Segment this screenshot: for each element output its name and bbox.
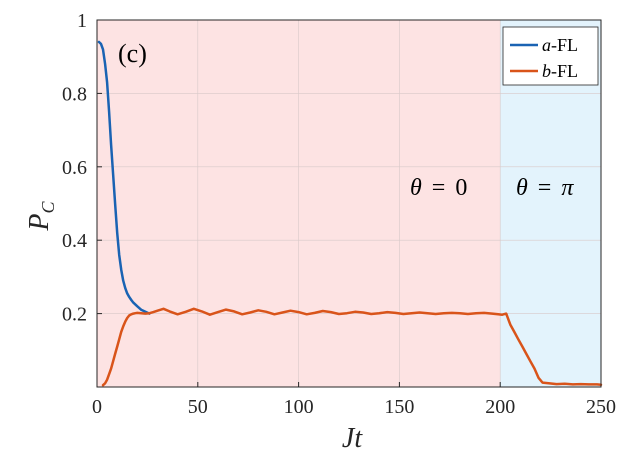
x-axis-label: Jt bbox=[342, 423, 363, 454]
region-label-theta-zero-value: 0 bbox=[455, 175, 467, 201]
x-tick-label-4: 200 bbox=[485, 396, 515, 418]
region-label-theta-pi-value: π bbox=[561, 175, 574, 201]
y-tick-label-1: 0.4 bbox=[62, 230, 87, 252]
legend-box bbox=[502, 26, 599, 86]
region-label-theta-zero-eq: = bbox=[432, 175, 446, 201]
x-tick-label-0: 0 bbox=[92, 396, 102, 418]
series-line-a-fl bbox=[97, 40, 151, 315]
y-axis-label: PC bbox=[24, 200, 58, 231]
x-tick-label-2: 100 bbox=[284, 396, 314, 418]
y-tick-label-2: 0.6 bbox=[62, 157, 87, 179]
panel-label: (c) bbox=[118, 39, 147, 68]
region-label-theta-zero: θ = 0 bbox=[410, 175, 467, 201]
series-lines bbox=[97, 40, 603, 387]
series-line-b-fl bbox=[101, 307, 603, 387]
region-label-theta-pi-eq: = bbox=[538, 175, 552, 201]
y-axis-label-main: P bbox=[24, 213, 55, 231]
y-tick-label-3: 0.8 bbox=[62, 83, 87, 105]
legend: a-FL b-FL bbox=[502, 26, 599, 86]
axis-ticks: 0 50 100 150 200 250 0.2 0.4 0.6 0.8 1 bbox=[62, 10, 616, 418]
x-tick-label-3: 150 bbox=[384, 396, 414, 418]
legend-label-a: a-FL bbox=[542, 35, 578, 55]
x-tick-label-1: 50 bbox=[188, 396, 208, 418]
x-tick-label-5: 250 bbox=[586, 396, 616, 418]
y-tick-label-4: 1 bbox=[77, 10, 87, 32]
region-label-theta-zero-symbol: θ bbox=[410, 175, 422, 201]
region-label-theta-pi: θ = π bbox=[516, 175, 574, 201]
legend-label-b: b-FL bbox=[542, 61, 578, 81]
y-tick-label-0: 0.2 bbox=[62, 304, 87, 326]
plot-frame bbox=[96, 19, 602, 388]
y-axis-label-sub: C bbox=[38, 200, 58, 213]
region-label-theta-pi-symbol: θ bbox=[516, 175, 528, 201]
